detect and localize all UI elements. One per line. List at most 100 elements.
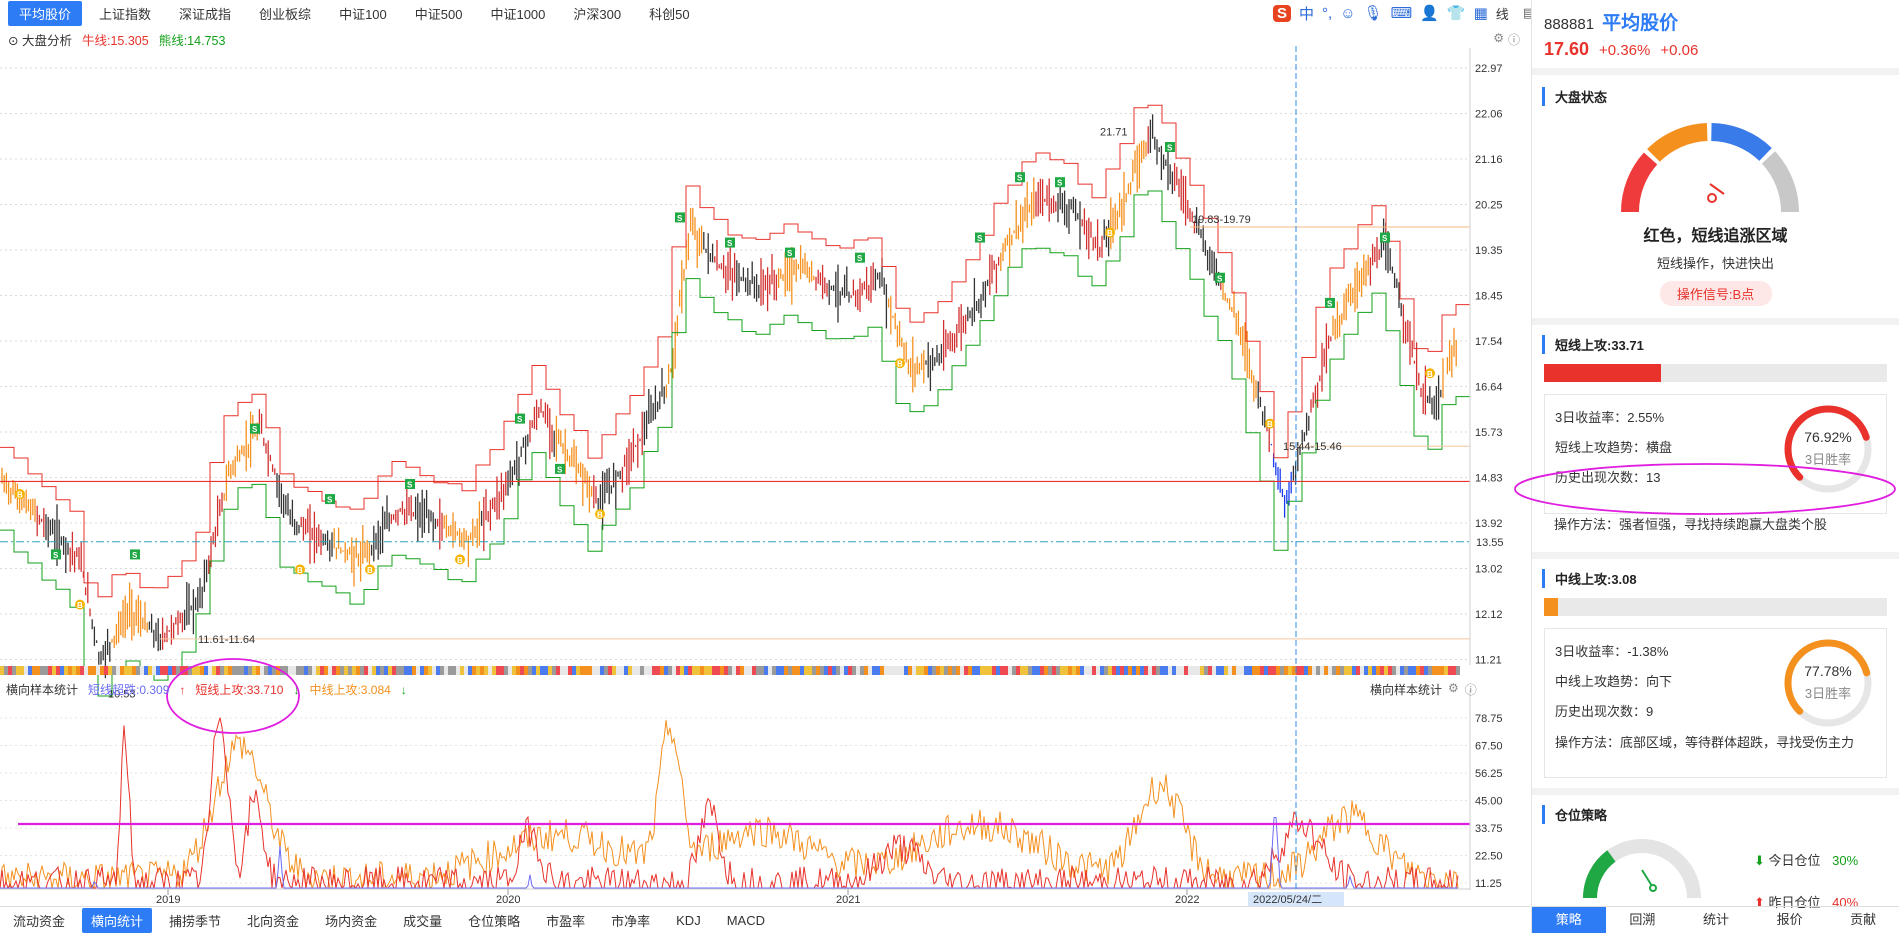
status-strip-cell: [1372, 666, 1376, 675]
status-strip-cell: [1300, 666, 1304, 675]
ime-keyboard-icon[interactable]: ⌨: [1390, 5, 1413, 22]
status-strip-cell: [584, 666, 588, 675]
tab-csi300[interactable]: 沪深300: [573, 6, 622, 22]
status-strip-cell: [792, 666, 796, 675]
status-strip-cell: [1392, 666, 1396, 675]
analysis-dropdown[interactable]: ⊙ 大盘分析: [8, 34, 72, 48]
status-strip-cell: [1312, 666, 1316, 675]
status-strip-cell: [876, 666, 880, 675]
status-strip-cell: [140, 666, 144, 675]
tab-szse-component[interactable]: 深证成指: [179, 6, 232, 22]
tab-sse-index[interactable]: 上证指数: [99, 6, 152, 22]
ime-emoji-icon[interactable]: ☺: [1340, 4, 1356, 22]
status-strip-cell: [220, 666, 224, 675]
marker-label: B: [897, 360, 903, 369]
status-strip-cell: [1308, 666, 1312, 675]
tab-chinext[interactable]: 创业板综: [259, 6, 312, 22]
ime-grid-icon[interactable]: ▦: [1473, 5, 1488, 22]
status-strip-cell: [1208, 666, 1212, 675]
ime-mode-label[interactable]: 中: [1299, 5, 1315, 23]
tab-csi500[interactable]: 中证500: [414, 6, 463, 22]
tab-star50[interactable]: 科创50: [649, 6, 690, 22]
status-strip-cell: [60, 666, 64, 675]
help-icon[interactable]: ⓘ: [1507, 33, 1520, 47]
up-arrow-icon: ↑: [179, 682, 186, 697]
marker-label: S: [857, 254, 863, 263]
tab-backtrack[interactable]: 回溯: [1629, 912, 1656, 927]
mid-trend: 中线上攻趋势：向下: [1555, 674, 1673, 689]
status-strip-cell: [36, 666, 40, 675]
status-strip-cell: [1440, 666, 1444, 675]
status-strip-cell: [944, 666, 948, 675]
sell-marker: [1165, 141, 1175, 152]
upper-corner-icons: ⚙ ⓘ: [1493, 31, 1520, 48]
tab-kdj[interactable]: KDJ: [676, 912, 701, 928]
ime-punct-icon[interactable]: °,: [1322, 4, 1333, 22]
ime-logo-icon[interactable]: S: [1273, 4, 1292, 22]
support-annotation: 11.61-11.64: [198, 634, 255, 646]
help-icon[interactable]: ⓘ: [1464, 683, 1477, 697]
status-strip-cell: [1084, 666, 1088, 675]
buy-marker: [455, 554, 465, 565]
tab-strategy[interactable]: 策略: [1532, 907, 1606, 933]
sell-marker: [1015, 172, 1025, 183]
tab-pb[interactable]: 市净率: [611, 913, 651, 929]
tab-quote[interactable]: 报价: [1776, 912, 1803, 927]
tab-position-strategy[interactable]: 仓位策略: [468, 913, 521, 929]
status-strip-cell: [772, 666, 776, 675]
status-strip-cell: [712, 666, 716, 675]
status-strip-cell: [380, 666, 384, 675]
tab-statistics[interactable]: 统计: [1702, 912, 1729, 927]
ime-mic-icon[interactable]: 🎙: [1363, 5, 1383, 22]
tab-fishing-season[interactable]: 捕捞季节: [169, 913, 222, 929]
tab-macd[interactable]: MACD: [726, 912, 765, 928]
tab-liquidity[interactable]: 流动资金: [13, 913, 66, 929]
down-arrow-icon: ↓: [400, 682, 407, 697]
status-strip-cell: [1424, 666, 1428, 675]
status-strip-cell: [1056, 666, 1060, 675]
status-strip-cell: [616, 666, 620, 675]
tab-northbound[interactable]: 北向资金: [247, 913, 300, 929]
status-strip-cell: [232, 666, 236, 675]
status-strip-cell: [1228, 666, 1232, 675]
status-strip-cell: [1340, 666, 1344, 675]
gauge-hub: [1707, 193, 1717, 203]
high-annotation: 21.71: [1100, 126, 1128, 138]
status-strip-cell: [1232, 666, 1236, 675]
status-strip-cell: [384, 666, 388, 675]
status-strip-cell: [596, 666, 600, 675]
status-strip-cell: [20, 666, 24, 675]
status-strip-cell: [400, 666, 404, 675]
settings-icon[interactable]: ⚙: [1493, 31, 1504, 45]
settings-icon[interactable]: ⚙: [1448, 681, 1459, 695]
marker-label: S: [787, 249, 793, 258]
tab-horizontal-stats[interactable]: 横向统计: [82, 907, 153, 933]
status-strip-cell: [1304, 666, 1308, 675]
status-strip-cell: [76, 666, 80, 675]
tab-average-price[interactable]: 平均股价: [8, 0, 83, 26]
status-strip-cell: [644, 666, 648, 675]
tab-pe[interactable]: 市盈率: [546, 913, 586, 929]
tab-volume[interactable]: 成交量: [403, 913, 443, 929]
ime-skin-icon[interactable]: 👕: [1446, 5, 1466, 22]
status-strip-cell: [312, 666, 316, 675]
status-strip-cell: [1080, 666, 1084, 675]
status-strip-cell: [748, 666, 752, 675]
status-strip-cell: [992, 666, 996, 675]
status-strip-cell: [464, 666, 468, 675]
status-strip-cell: [264, 666, 268, 675]
status-strip-cell: [1260, 666, 1264, 675]
tab-csi1000[interactable]: 中证1000: [490, 6, 546, 22]
x-axis: 2019 2020 2021 2022: [0, 888, 1470, 906]
toolbar-trailing-label: 线: [1495, 6, 1509, 22]
tab-csi100[interactable]: 中证100: [339, 6, 387, 22]
tab-onfloor-funds[interactable]: 场内资金: [325, 913, 378, 929]
mid-win-rate-ring: [1784, 639, 1872, 727]
x-tick-label: 2019: [156, 894, 180, 906]
status-strip-cell: [1256, 666, 1260, 675]
marker-label: S: [407, 480, 413, 489]
tab-contribution[interactable]: 贡献: [1850, 912, 1877, 927]
price-tick-label: 17.54: [1475, 336, 1503, 348]
status-strip-cell: [104, 666, 108, 675]
ime-user-icon[interactable]: 👤: [1420, 5, 1439, 22]
